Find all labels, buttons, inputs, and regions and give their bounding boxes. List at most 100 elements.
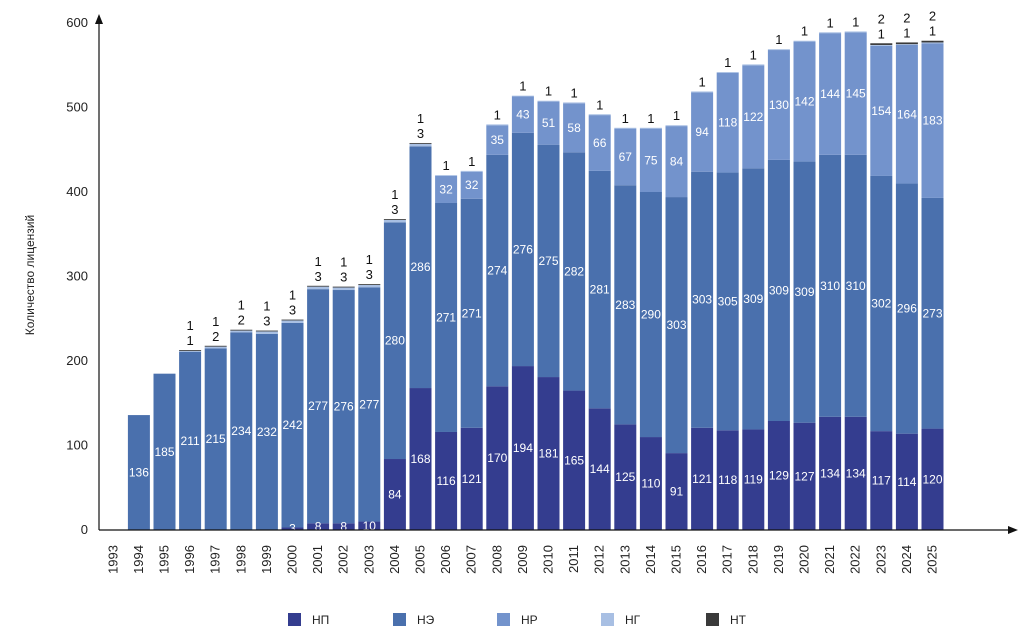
- bar-segment-2: [588, 170, 611, 409]
- bar-segment-3: [665, 126, 688, 198]
- data-label: 215: [206, 432, 226, 446]
- data-label-outside: 3: [263, 314, 270, 329]
- bar-segment-1: [639, 437, 662, 530]
- y-axis-arrow: [95, 14, 103, 24]
- bar-segment-2: [716, 172, 739, 431]
- bar-segment-1: [691, 427, 714, 530]
- y-tick-label: 200: [66, 353, 88, 368]
- bar-segment-2: [870, 175, 893, 432]
- data-label-outside: 1: [186, 333, 193, 348]
- data-label: 43: [516, 108, 530, 122]
- bar-segment-3: [767, 50, 790, 160]
- bar-segment-4: [639, 127, 662, 129]
- data-label-outside: 1: [442, 158, 449, 173]
- x-tick-label: 2007: [464, 545, 479, 574]
- bar-segment-5: [281, 319, 304, 321]
- bar-segment-2: [179, 351, 202, 530]
- data-label: 183: [922, 114, 942, 128]
- data-label: 8: [315, 520, 322, 534]
- bar-segment-2: [255, 333, 278, 530]
- bar-segment-4: [460, 170, 483, 172]
- bar-segment-4: [281, 320, 304, 323]
- data-label: 144: [590, 462, 610, 476]
- data-label: 232: [257, 425, 277, 439]
- data-label: 277: [359, 398, 379, 412]
- x-tick-label: 2014: [643, 545, 658, 574]
- data-label: 302: [871, 297, 891, 311]
- bar-segment-1: [767, 420, 790, 530]
- x-tick-label: 1993: [105, 545, 120, 574]
- x-tick-label: 1997: [208, 545, 223, 574]
- bar-segment-4: [230, 330, 253, 333]
- data-label: 282: [564, 264, 584, 278]
- data-label-outside: 2: [903, 10, 910, 25]
- bar-segment-4: [742, 64, 765, 66]
- data-label: 286: [410, 260, 430, 274]
- data-label: 305: [718, 294, 738, 308]
- bar-segment-4: [844, 31, 867, 33]
- bar-segment-3: [563, 103, 586, 153]
- x-tick-label: 2013: [617, 545, 632, 574]
- bar-segment-3: [921, 43, 944, 198]
- data-label-outside: 1: [391, 187, 398, 202]
- data-label: 290: [641, 308, 661, 322]
- x-tick-label: 2021: [822, 545, 837, 574]
- data-label: 309: [794, 285, 814, 299]
- bar-segment-4: [179, 350, 202, 352]
- legend-swatch: [288, 613, 301, 626]
- data-label: 67: [619, 150, 633, 164]
- bar-segment-3: [742, 65, 765, 169]
- bar-segment-4: [563, 102, 586, 104]
- data-label: 120: [922, 472, 942, 486]
- data-label-outside: 1: [878, 26, 885, 41]
- data-label-outside: 3: [340, 270, 347, 285]
- data-label: 130: [769, 98, 789, 112]
- bar-segment-2: [383, 222, 406, 460]
- bar-segment-3: [511, 96, 534, 133]
- data-label: 134: [820, 466, 840, 480]
- x-tick-label: 2011: [566, 545, 581, 573]
- data-label: 310: [820, 279, 840, 293]
- data-label: 3: [289, 522, 296, 536]
- bar-segment-1: [332, 523, 355, 530]
- x-tick-label: 2016: [694, 545, 709, 574]
- bar-segment-4: [870, 44, 893, 46]
- x-tick-label: 2018: [745, 545, 760, 574]
- bar-segment-4: [204, 346, 227, 349]
- data-label-outside: 1: [263, 299, 270, 314]
- bar-segment-2: [819, 154, 842, 417]
- bar-segment-5: [332, 286, 355, 288]
- data-label: 134: [846, 466, 866, 480]
- legend-label: НР: [521, 613, 538, 627]
- x-tick-label: 2019: [771, 545, 786, 574]
- legend-swatch: [601, 613, 614, 626]
- data-label: 51: [542, 116, 556, 130]
- y-ticks-layer: 0 100 200 300 400 500 600: [66, 15, 88, 537]
- data-label: 66: [593, 136, 607, 150]
- data-label: 32: [439, 182, 453, 196]
- bar-segment-4: [358, 284, 381, 288]
- bar-segment-5: [895, 42, 918, 45]
- data-label-outside: 1: [366, 252, 373, 267]
- y-tick-label: 300: [66, 269, 88, 284]
- bar-segment-2: [895, 183, 918, 434]
- data-label: 276: [513, 242, 533, 256]
- data-label-outside: 1: [826, 15, 833, 30]
- bar-segment-2: [127, 415, 150, 530]
- bar-segment-3: [691, 92, 714, 172]
- data-label-outside: 1: [673, 108, 680, 123]
- bar-segment-1: [486, 386, 509, 530]
- bar-segment-5: [307, 285, 330, 287]
- x-tick-label: 2017: [720, 545, 735, 574]
- bar-segment-1: [819, 416, 842, 530]
- y-tick-label: 0: [81, 522, 88, 537]
- bar-segment-5: [409, 142, 432, 144]
- bar-segment-3: [844, 32, 867, 155]
- value-labels-layer: 1361852111121521234212323132423182773182…: [129, 9, 943, 536]
- x-tick-label: 1998: [233, 545, 248, 574]
- data-label-outside: 1: [622, 111, 629, 126]
- bar-segment-5: [204, 345, 227, 347]
- x-tick-label: 2023: [873, 545, 888, 574]
- x-tick-label: 2002: [336, 545, 351, 574]
